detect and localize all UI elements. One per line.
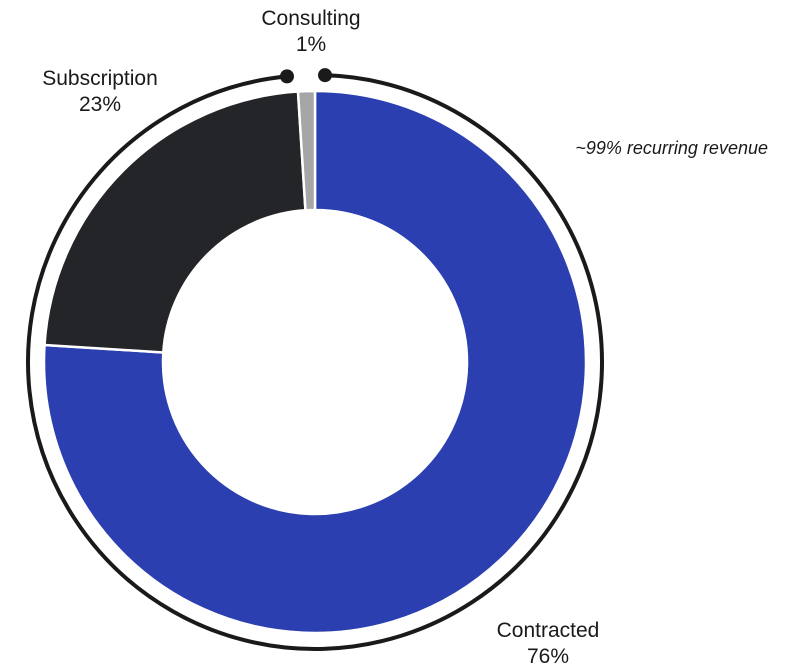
- recurring-revenue-annotation: ~99% recurring revenue: [575, 138, 768, 158]
- bracket-end-dot-start: [318, 68, 333, 83]
- label-subscription-value: 23%: [79, 93, 121, 116]
- bracket-end-dot-end: [279, 69, 294, 84]
- label-contracted: Contracted 76%: [497, 619, 600, 668]
- label-consulting-name: Consulting: [261, 7, 360, 30]
- slice-contracted: [42, 89, 588, 635]
- slices-group: [42, 89, 588, 635]
- slice-consulting: [296, 89, 317, 212]
- label-consulting-value: 1%: [296, 33, 326, 56]
- label-subscription-name: Subscription: [42, 67, 158, 90]
- label-consulting: Consulting 1%: [261, 7, 360, 56]
- label-contracted-value: 76%: [527, 645, 569, 668]
- recurring-revenue-bracket: [26, 68, 604, 651]
- label-contracted-name: Contracted: [497, 619, 600, 642]
- label-subscription: Subscription 23%: [42, 67, 158, 116]
- slice-subscription: [43, 90, 307, 354]
- labels-group: Contracted 76% Subscription 23% Consulting 1%: [42, 7, 599, 668]
- bracket-arc: [26, 73, 604, 651]
